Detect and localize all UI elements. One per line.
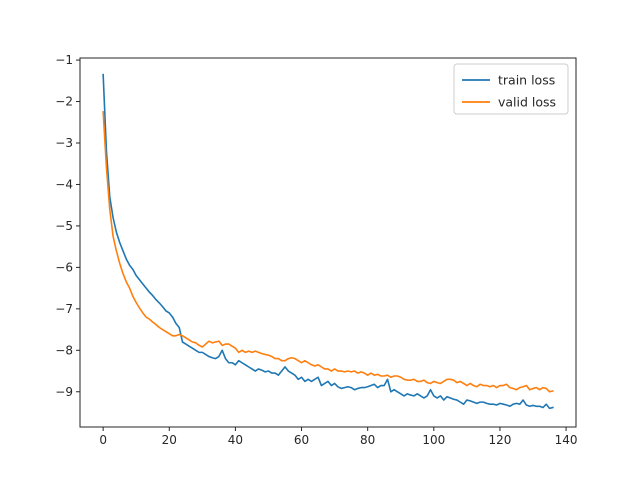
y-tick-label: −6: [55, 260, 73, 274]
y-tick-label: −8: [55, 343, 73, 357]
x-axis: 0 20 40 60 80 100 120 140: [99, 427, 578, 447]
x-tick-label: 20: [162, 433, 177, 447]
series-line-train-loss: [102, 73, 554, 410]
x-tick-label: 60: [294, 433, 309, 447]
legend-label: train loss: [498, 73, 555, 88]
legend: train loss valid loss: [453, 63, 569, 115]
x-tick-label: 0: [99, 433, 107, 447]
y-tick-label: −7: [55, 302, 73, 316]
x-tick-label: 40: [228, 433, 243, 447]
y-axis: −9 −8 −7 −6 −5 −4 −3 −2 −1: [55, 53, 80, 399]
legend-label: valid loss: [498, 95, 556, 110]
series-line-valid-loss: [102, 111, 554, 393]
y-tick-label: −4: [55, 177, 73, 191]
x-tick-label: 80: [360, 433, 375, 447]
series-layer: [102, 73, 554, 410]
y-tick-label: −1: [55, 53, 73, 67]
x-tick-label: 140: [555, 433, 578, 447]
y-tick-label: −9: [55, 385, 73, 399]
y-tick-label: −5: [55, 219, 73, 233]
x-tick-label: 100: [422, 433, 445, 447]
x-tick-label: 120: [488, 433, 511, 447]
y-tick-label: −2: [55, 95, 73, 109]
axes-frame: [79, 57, 577, 428]
y-tick-label: −3: [55, 136, 73, 150]
